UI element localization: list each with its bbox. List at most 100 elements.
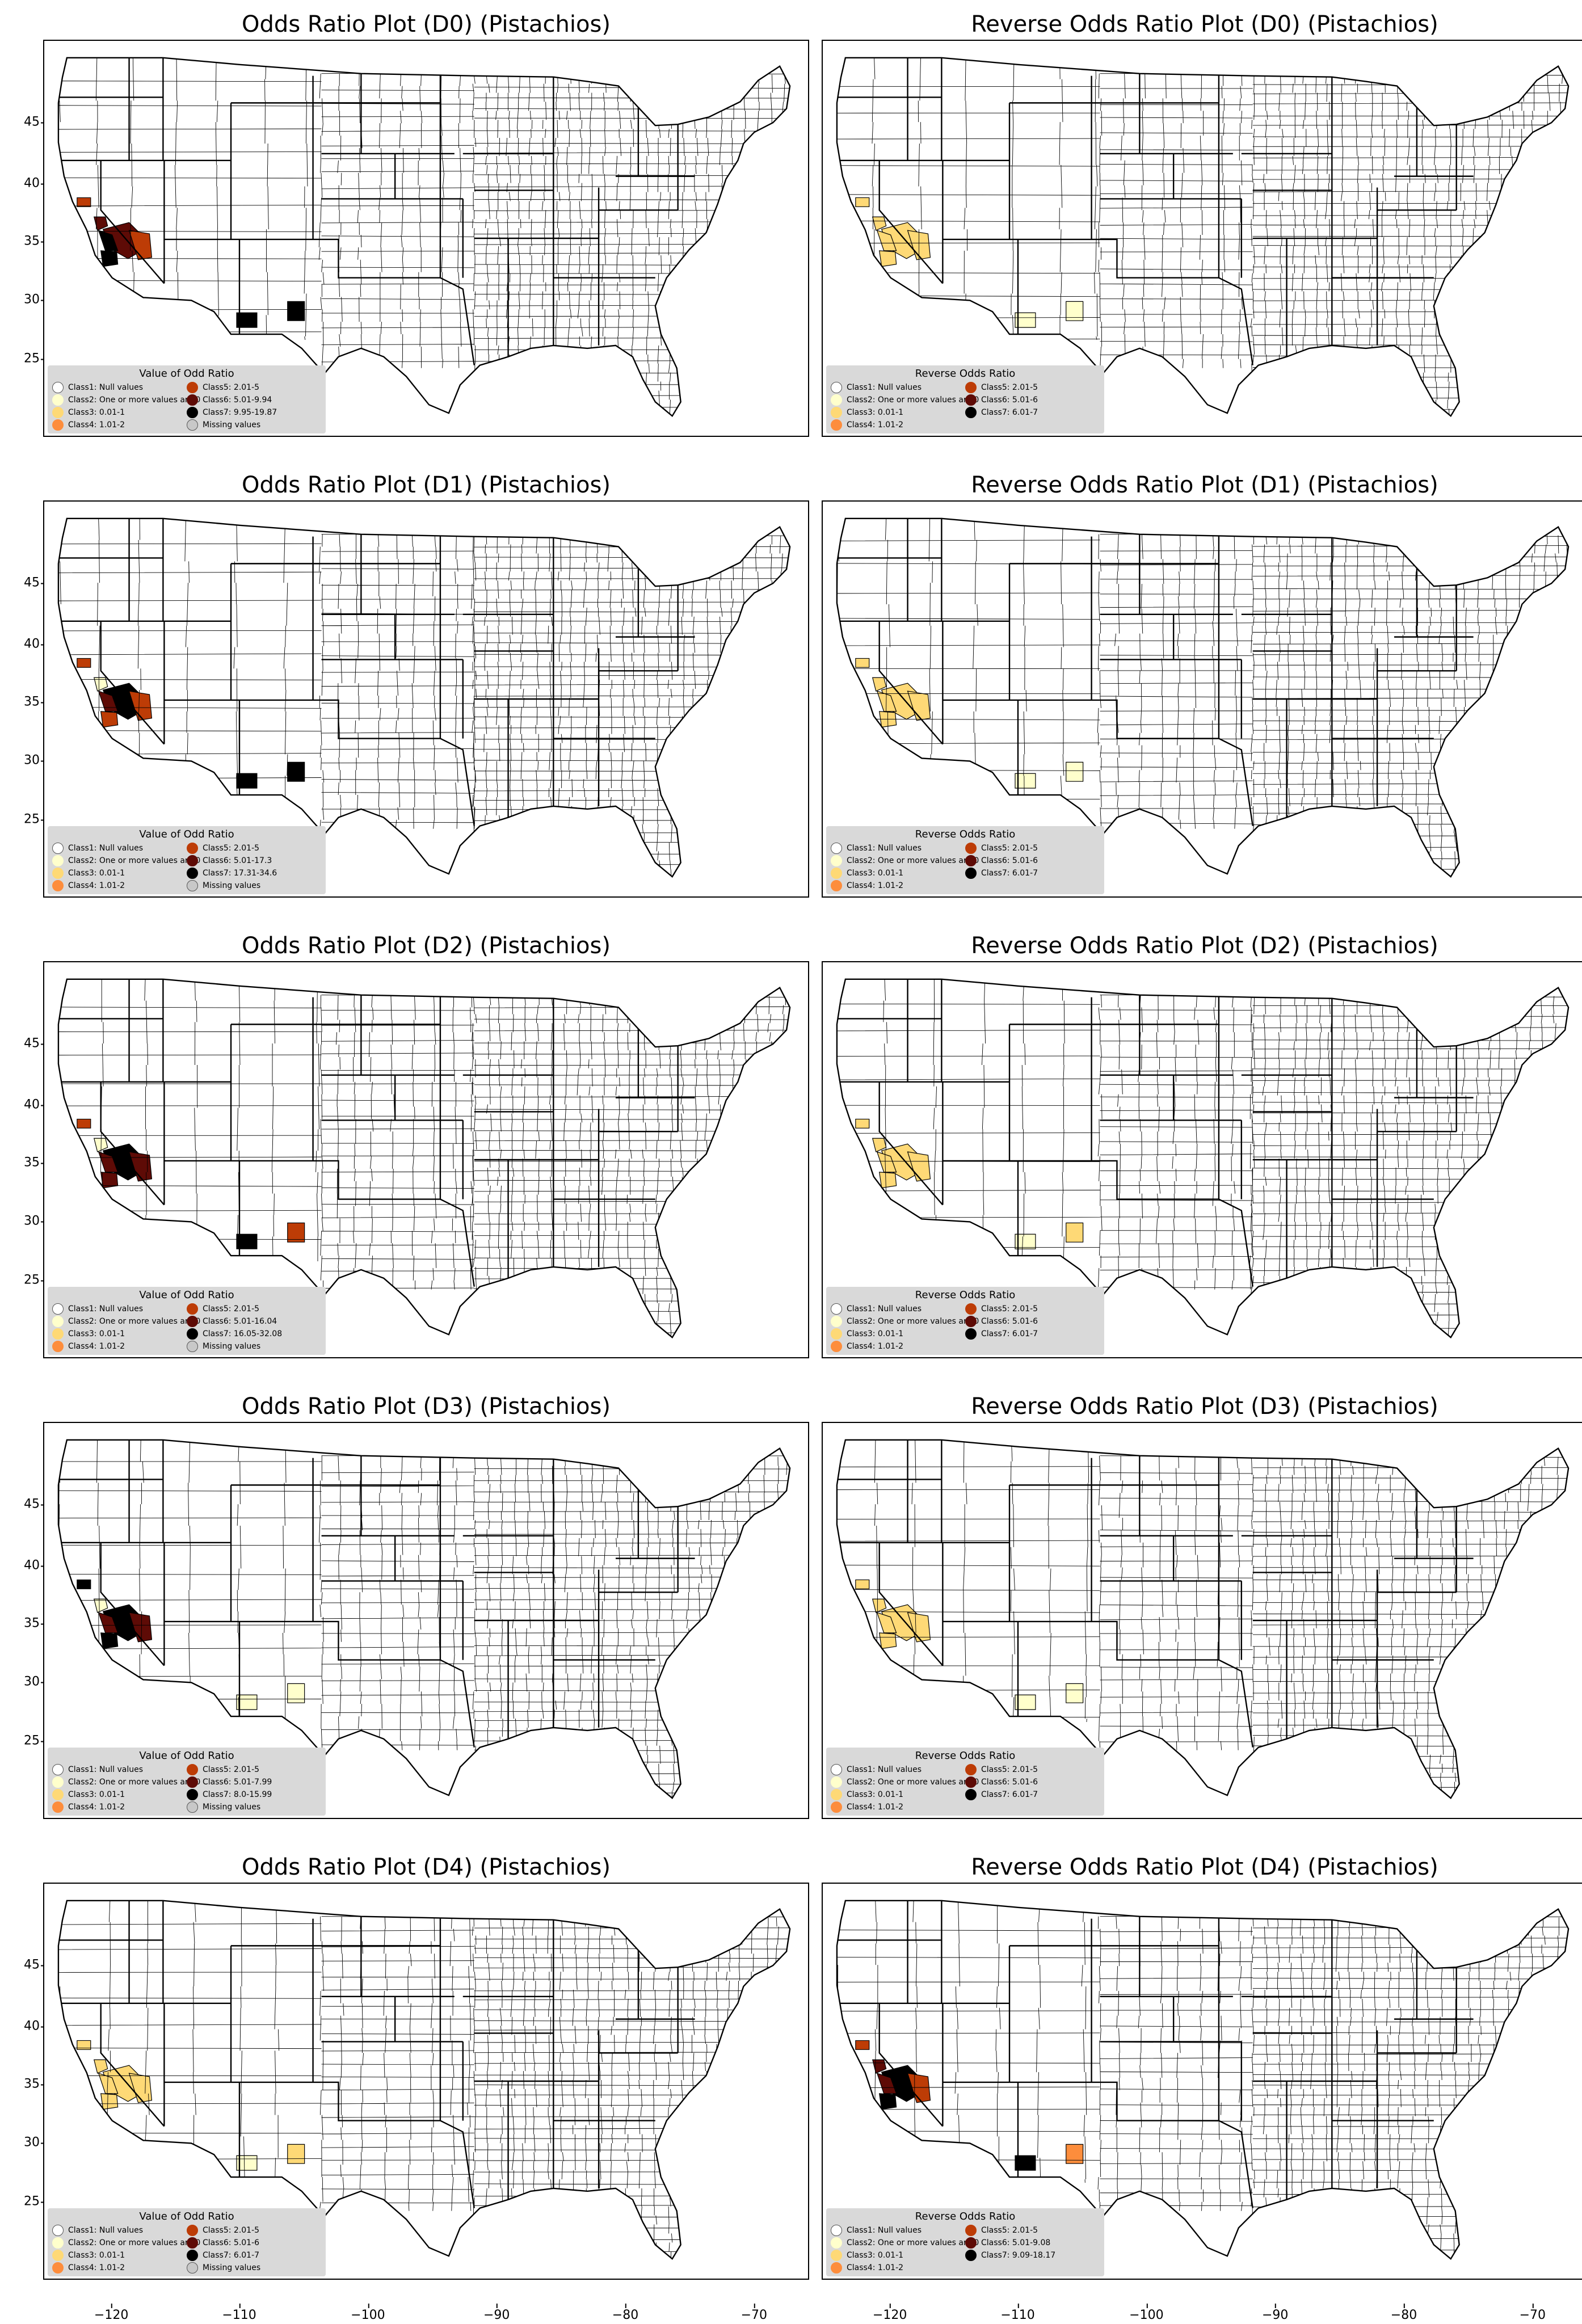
legend-title: Value of Odd Ratio	[139, 2211, 234, 2222]
legend-label: Class4: 1.01-2	[847, 1342, 904, 1351]
county-region-cvw	[98, 2073, 119, 2094]
legend-item: Class2: One or more values are 0	[831, 1776, 979, 1788]
legend-item: Class1: Null values	[831, 2224, 965, 2237]
legend-item: Class1: Null values	[831, 1303, 965, 1315]
y-tick-label: 45	[24, 1497, 45, 1512]
county-region-ccs	[879, 250, 897, 267]
state-borders	[58, 57, 695, 365]
legend-item: Class4: 1.01-2	[831, 1801, 965, 1813]
legend-swatch-class5	[965, 382, 977, 393]
map-legend: Value of Odd Ratio Class1: Null values Cla…	[48, 1287, 326, 1355]
legend-label: Class3: 0.01-1	[847, 869, 904, 878]
legend-swatch-class3	[831, 1789, 842, 1800]
county-region-cvw	[876, 1151, 897, 1173]
legend-item: Class7: 16.05-32.08	[187, 1328, 321, 1340]
legend-swatch-class6	[187, 1316, 198, 1327]
legend-item: Class5: 2.01-5	[965, 381, 1100, 394]
map-panel: Reverse Odds Ratio Plot (D0) (Pistachios…	[822, 0, 1582, 461]
legend-item: Class7: 6.01-7	[965, 1788, 1100, 1801]
y-tick-label: 40	[24, 176, 45, 191]
legend-label: Class4: 1.01-2	[847, 1803, 904, 1812]
legend-item: Class4: 1.01-2	[831, 2262, 965, 2274]
legend-item: Class3: 0.01-1	[831, 1328, 965, 1340]
x-tick-label: −70	[1519, 2304, 1546, 2322]
legend-item: Class2: One or more values are 0	[52, 2237, 200, 2249]
legend-swatch-class4	[52, 880, 64, 891]
us-county-map	[57, 978, 791, 1339]
legend-label: Class2: One or more values are 0	[68, 856, 201, 865]
legend-swatch-class1	[52, 382, 64, 393]
x-axis: −120 −110 −100 −90 −80 −70 −120 −110 −100 −90 −80 −…	[0, 2304, 1582, 2324]
legend-swatch-class5	[187, 843, 198, 854]
county-region-azs	[236, 2155, 258, 2171]
legend-title: Value of Odd Ratio	[139, 1289, 234, 1301]
legend-swatch-class5	[965, 1303, 977, 1315]
us-county-map	[836, 517, 1570, 878]
legend-item: Class4: 1.01-2	[52, 1340, 187, 1353]
county-region-cvw	[98, 1612, 119, 1633]
legend-item: Class3: 0.01-1	[831, 867, 965, 879]
county-region-cvn	[93, 1138, 108, 1152]
legend-swatch-class7	[965, 407, 977, 418]
us-landmass	[58, 1439, 790, 1799]
county-region-nca	[855, 1579, 870, 1589]
map-panel: Odds Ratio Plot (D3) (Pistachios) 45 40 35 3…	[24, 1382, 809, 1843]
panel-title: Reverse Odds Ratio Plot (D3) (Pistachios…	[971, 1393, 1438, 1420]
legend-label: Class2: One or more values are 0	[847, 856, 979, 865]
legend-label: Class7: 6.01-7	[981, 1329, 1038, 1338]
y-axis: 45 40 35 30 25	[15, 500, 45, 898]
county-region-cvw	[876, 230, 897, 251]
legend-title: Value of Odd Ratio	[139, 368, 234, 380]
legend-label: Class5: 2.01-5	[981, 1765, 1038, 1774]
legend-swatch-class6	[965, 1776, 977, 1788]
us-landmass	[58, 1900, 790, 2259]
legend-label: Class4: 1.01-2	[68, 881, 125, 890]
legend-item: Class5: 2.01-5	[187, 1763, 321, 1776]
legend-swatch-class7	[187, 1789, 198, 1800]
legend-swatch-class4	[831, 880, 842, 891]
legend-swatch-class6	[965, 394, 977, 406]
legend-title: Reverse Odds Ratio	[915, 1289, 1016, 1301]
legend-label: Class6: 5.01-6	[203, 2238, 260, 2247]
legend-swatch-missing	[187, 2262, 198, 2274]
legend-label: Class5: 2.01-5	[981, 1304, 1038, 1313]
legend-label: Missing values	[203, 420, 261, 430]
legend-label: Missing values	[203, 1342, 261, 1351]
county-region-cvw	[98, 1151, 119, 1173]
legend-item: Class5: 2.01-5	[965, 1303, 1100, 1315]
legend-swatch-class2	[831, 394, 842, 406]
map-frame: Value of Odd Ratio Class1: Null values Cla…	[43, 40, 809, 437]
legend-item: Class7: 8.0-15.99	[187, 1788, 321, 1801]
state-borders	[836, 979, 1474, 1287]
legend-item: Class7: 9.95-19.87	[187, 406, 321, 419]
legend-label: Class1: Null values	[68, 1304, 144, 1313]
legend-item: Class3: 0.01-1	[52, 867, 187, 879]
county-region-nms	[1066, 761, 1084, 782]
legend-item: Class5: 2.01-5	[187, 842, 321, 854]
legend-label: Class5: 2.01-5	[981, 383, 1038, 392]
county-region-ccs	[100, 711, 119, 728]
legend-swatch-class4	[52, 1341, 64, 1352]
legend-label: Class5: 2.01-5	[203, 1304, 260, 1313]
legend-item: Class1: Null values	[831, 842, 965, 854]
county-region-ccs	[100, 1632, 119, 1649]
legend-item: Class5: 2.01-5	[965, 842, 1100, 854]
map-legend: Reverse Odds Ratio Class1: Null values Cla…	[826, 1287, 1104, 1355]
legend-item: Class3: 0.01-1	[52, 406, 187, 419]
legend-label: Class3: 0.01-1	[68, 2251, 125, 2260]
county-region-azs	[1015, 773, 1036, 789]
y-tick-label: 25	[24, 812, 45, 827]
legend-item: Class5: 2.01-5	[965, 2224, 1100, 2237]
county-region-cvw	[876, 2073, 897, 2094]
state-borders	[58, 979, 695, 1287]
legend-label: Class3: 0.01-1	[68, 869, 125, 878]
county-region-azs	[1015, 1694, 1036, 1710]
legend-item: Class1: Null values	[831, 381, 965, 394]
legend-label: Class1: Null values	[847, 2226, 922, 2235]
map-legend: Value of Odd Ratio Class1: Null values Cla…	[48, 826, 326, 894]
county-region-nms	[287, 1222, 305, 1243]
legend-item: Class7: 17.31-34.6	[187, 867, 321, 879]
legend-item: Class6: 5.01-6	[965, 394, 1100, 406]
legend-label: Class5: 2.01-5	[203, 844, 260, 853]
legend-label: Class2: One or more values are 0	[68, 395, 201, 405]
